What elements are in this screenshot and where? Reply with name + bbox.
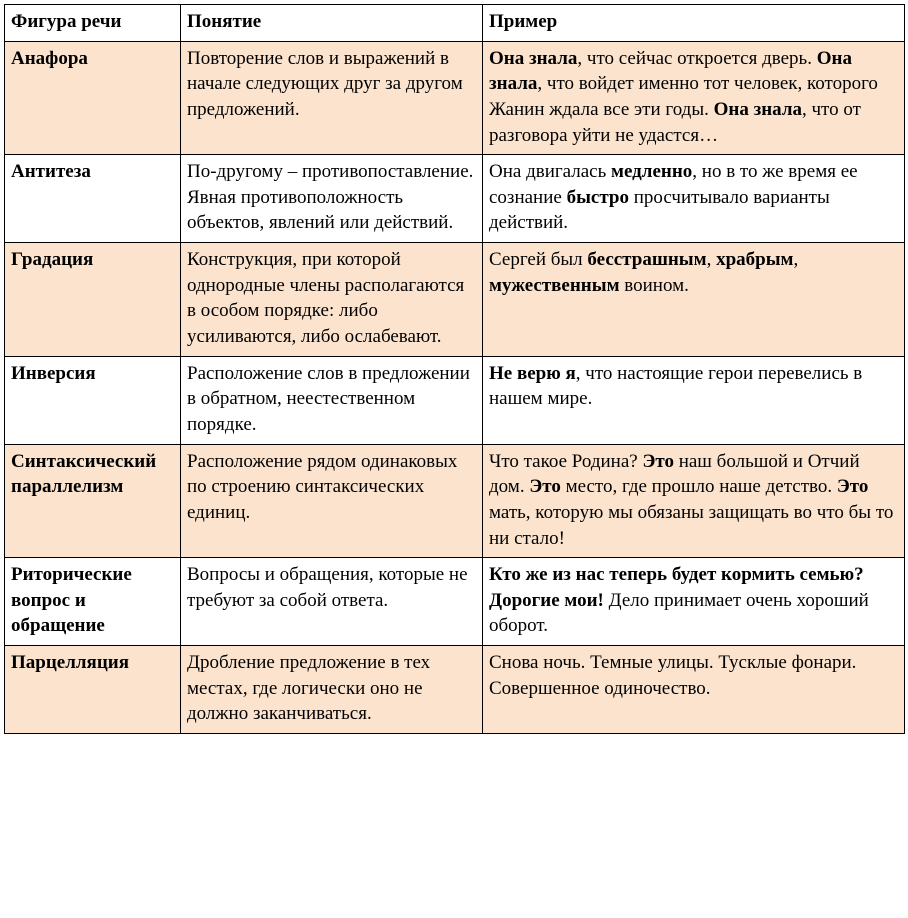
term-cell: Синтаксический параллелизм: [5, 444, 181, 558]
table-row: Антитеза По-другому – противопоставление.…: [5, 155, 905, 243]
figures-of-speech-table: Фигура речи Понятие Пример Анафора Повтор…: [4, 4, 905, 734]
example-cell: Кто же из нас теперь будет кормить семью…: [483, 558, 905, 646]
definition-cell: Повторение слов и выражений в начале сле…: [181, 41, 483, 155]
example-cell: Она двигалась медленно, но в то же время…: [483, 155, 905, 243]
table-row: Синтаксический параллелизм Расположение р…: [5, 444, 905, 558]
definition-cell: Расположение слов в предложении в обратн…: [181, 356, 483, 444]
term-label: Антитеза: [11, 161, 91, 182]
term-cell: Риторические вопрос и обращение: [5, 558, 181, 646]
table-row: Анафора Повторение слов и выражений в нач…: [5, 41, 905, 155]
term-cell: Парцелляция: [5, 646, 181, 734]
term-label: Инверсия: [11, 363, 96, 384]
term-label: Парцелляция: [11, 652, 129, 673]
definition-cell: По-другому – противопоставление. Явная п…: [181, 155, 483, 243]
example-cell: Снова ночь. Темные улицы. Тусклые фонари…: [483, 646, 905, 734]
definition-cell: Расположение рядом одинаковых по строени…: [181, 444, 483, 558]
definition-cell: Вопросы и обращения, которые не требуют …: [181, 558, 483, 646]
term-label: Градация: [11, 249, 93, 270]
term-cell: Градация: [5, 243, 181, 357]
term-label: Анафора: [11, 48, 88, 69]
table-row: Градация Конструкция, при которой однород…: [5, 243, 905, 357]
term-cell: Инверсия: [5, 356, 181, 444]
example-cell: Не верю я, что настоящие герои перевелис…: [483, 356, 905, 444]
table-body: Фигура речи Понятие Пример Анафора Повтор…: [5, 5, 905, 734]
definition-cell: Конструкция, при которой однородные член…: [181, 243, 483, 357]
term-label: Синтаксический параллелизм: [11, 451, 156, 498]
header-example: Пример: [483, 5, 905, 42]
table-row: Парцелляция Дробление предложение в тех м…: [5, 646, 905, 734]
example-cell: Что такое Родина? Это наш большой и Отчи…: [483, 444, 905, 558]
header-term: Фигура речи: [5, 5, 181, 42]
example-cell: Сергей был бесстрашным, храбрым, мужеств…: [483, 243, 905, 357]
table-row: Инверсия Расположение слов в предложении …: [5, 356, 905, 444]
table-row: Риторические вопрос и обращение Вопросы и…: [5, 558, 905, 646]
term-label: Риторические вопрос и обращение: [11, 564, 132, 636]
header-definition: Понятие: [181, 5, 483, 42]
table-header-row: Фигура речи Понятие Пример: [5, 5, 905, 42]
term-cell: Анафора: [5, 41, 181, 155]
example-cell: Она знала, что сейчас откроется дверь. О…: [483, 41, 905, 155]
definition-cell: Дробление предложение в тех местах, где …: [181, 646, 483, 734]
term-cell: Антитеза: [5, 155, 181, 243]
